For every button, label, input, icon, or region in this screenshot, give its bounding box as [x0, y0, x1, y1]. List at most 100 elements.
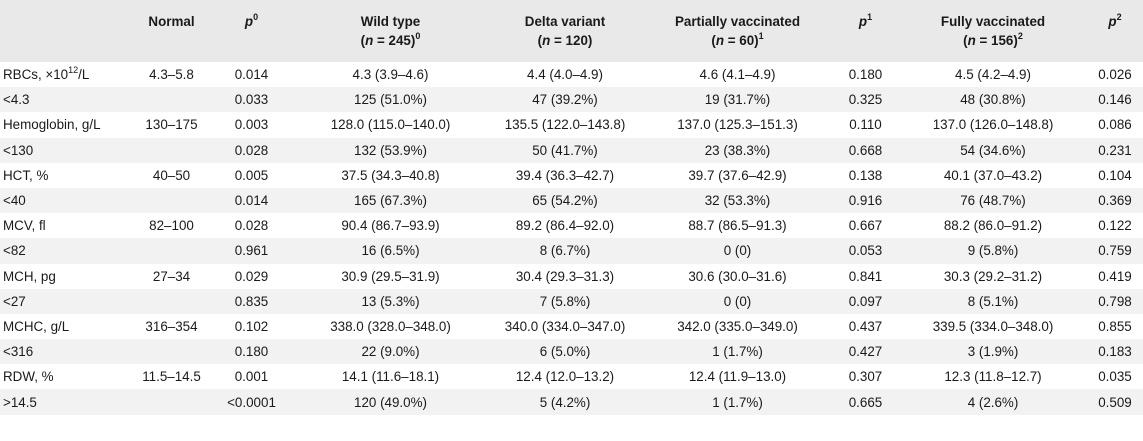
- cell-delta: 30.4 (29.3–31.3): [515, 268, 615, 284]
- cell-delta: 12.4 (12.0–13.2): [515, 369, 615, 385]
- cell-partial: 1 (1.7%): [712, 344, 763, 360]
- data-table: Normal p0 Wild type (n = 245)0 Delta var…: [0, 0, 1143, 415]
- cell-p2: 0.798: [1098, 293, 1132, 309]
- cell-normal: [134, 238, 209, 263]
- cell-p2: 0.369: [1098, 193, 1132, 209]
- header-p0: p0: [244, 11, 259, 29]
- table-row: <27 0.835 13 (5.3%) 7 (5.8%) 0 (0) 0.097…: [0, 288, 1143, 314]
- cell-delta: 340.0 (334.0–347.0): [504, 318, 626, 334]
- cell-fully: 4.5 (4.2–4.9): [955, 67, 1031, 83]
- cell-partial: 137.0 (125.3–151.3): [677, 117, 798, 133]
- cell-p1: 0.841: [848, 268, 883, 284]
- cell-p1: 0.665: [848, 394, 883, 410]
- cell-partial: 0 (0): [723, 243, 752, 259]
- cell-p2: 0.759: [1098, 243, 1132, 259]
- table-row: Hemoglobin, g/L 130–175 0.003 128.0 (115…: [0, 112, 1143, 137]
- cell-p0: 0.014: [234, 193, 269, 209]
- cell-fully: 40.1 (37.0–43.2): [943, 167, 1043, 183]
- row-label: <40: [3, 193, 26, 209]
- cell-p1: 0.437: [848, 318, 883, 334]
- cell-normal: [134, 389, 209, 414]
- row-label: MCH, pg: [3, 268, 56, 284]
- cell-p0: 0.005: [234, 167, 269, 183]
- cell-wild-type: 90.4 (86.7–93.9): [341, 218, 440, 234]
- cell-normal: 130–175: [145, 117, 198, 133]
- cell-p2: 0.122: [1098, 218, 1132, 234]
- cell-partial: 39.7 (37.6–42.9): [688, 167, 787, 183]
- table-row: <4.3 0.033 125 (51.0%) 47 (39.2%) 19 (31…: [0, 87, 1143, 113]
- cell-p1: 0.427: [848, 344, 883, 360]
- cell-wild-type: 13 (5.3%): [361, 293, 420, 309]
- cell-p1: 0.667: [848, 218, 883, 234]
- table-row: MCH, pg 27–34 0.029 30.9 (29.5–31.9) 30.…: [0, 264, 1143, 289]
- cell-fully: 339.5 (334.0–348.0): [932, 318, 1054, 334]
- row-label: RBCs, ×1012/L: [3, 64, 90, 83]
- cell-wild-type: 4.3 (3.9–4.6): [352, 67, 429, 83]
- cell-normal: [134, 188, 209, 213]
- cell-fully: 12.3 (11.8–12.7): [944, 369, 1042, 385]
- cell-normal: 27–34: [152, 268, 191, 284]
- cell-fully: 137.0 (126.0–148.8): [932, 117, 1054, 133]
- cell-delta: 135.5 (122.0–143.8): [504, 117, 626, 133]
- cell-wild-type: 165 (67.3%): [354, 193, 427, 209]
- table-row: RBCs, ×1012/L 4.3–5.8 0.014 4.3 (3.9–4.6…: [0, 62, 1143, 87]
- cell-delta: 8 (6.7%): [539, 243, 591, 259]
- row-label: <4.3: [3, 92, 30, 108]
- cell-p0: 0.014: [234, 67, 269, 83]
- cell-delta: 5 (4.2%): [539, 394, 591, 410]
- cell-p0: 0.001: [234, 369, 269, 385]
- cell-p0: 0.961: [234, 243, 269, 259]
- cell-normal: 40–50: [152, 167, 191, 183]
- table-row: HCT, % 40–50 0.005 37.5 (34.3–40.8) 39.4…: [0, 163, 1143, 188]
- table-row: <130 0.028 132 (53.9%) 50 (41.7%) 23 (38…: [0, 137, 1143, 163]
- cell-p1: 0.097: [848, 293, 883, 309]
- cell-delta: 7 (5.8%): [539, 293, 591, 309]
- cell-partial: 19 (31.7%): [704, 92, 771, 108]
- row-label: Hemoglobin, g/L: [3, 117, 101, 133]
- cell-partial: 32 (53.3%): [704, 193, 771, 209]
- cell-p2: 0.509: [1098, 394, 1132, 410]
- row-label: >14.5: [3, 394, 37, 410]
- cell-fully: 9 (5.8%): [967, 243, 1019, 259]
- header-partially-vaccinated: Partially vaccinated (n = 60)1: [674, 14, 801, 48]
- cell-normal: [134, 138, 209, 163]
- cell-p1: 0.325: [848, 92, 883, 108]
- header-wild-type: Wild type (n = 245)0: [360, 14, 421, 48]
- cell-partial: 30.6 (30.0–31.6): [688, 268, 787, 284]
- table-row: >14.5 <0.0001 120 (49.0%) 5 (4.2%) 1 (1.…: [0, 389, 1143, 415]
- cell-normal: 82–100: [149, 218, 194, 234]
- cell-p1: 0.138: [848, 167, 883, 183]
- cell-p1: 0.307: [848, 369, 883, 385]
- cell-p2: 0.855: [1098, 318, 1132, 334]
- header-row: Normal p0 Wild type (n = 245)0 Delta var…: [0, 0, 1143, 62]
- cell-normal: [134, 87, 209, 112]
- row-label: <130: [3, 142, 34, 158]
- cell-delta: 4.4 (4.0–4.9): [527, 67, 603, 83]
- cell-p2: 0.086: [1098, 117, 1132, 133]
- header-label-cell: [0, 0, 134, 62]
- cell-p0: 0.003: [234, 117, 269, 133]
- cell-delta: 50 (41.7%): [532, 142, 598, 158]
- cell-normal: [134, 289, 209, 314]
- table-row: MCV, fl 82–100 0.028 90.4 (86.7–93.9) 89…: [0, 213, 1143, 238]
- row-label: <82: [3, 243, 26, 259]
- table-row: <316 0.180 22 (9.0%) 6 (5.0%) 1 (1.7%) 0…: [0, 339, 1143, 365]
- cell-wild-type: 16 (6.5%): [361, 243, 420, 259]
- cell-partial: 12.4 (11.9–13.0): [688, 369, 787, 385]
- cell-delta: 6 (5.0%): [539, 344, 591, 360]
- cell-p2: 0.104: [1098, 167, 1132, 183]
- cell-normal: [134, 339, 209, 364]
- cell-p1: 0.053: [848, 243, 883, 259]
- cell-partial: 342.0 (335.0–349.0): [677, 318, 798, 334]
- cell-wild-type: 132 (53.9%): [354, 142, 427, 158]
- cell-p0: <0.0001: [227, 394, 276, 410]
- cell-delta: 89.2 (86.4–92.0): [515, 218, 615, 234]
- cell-fully: 4 (2.6%): [967, 394, 1019, 410]
- cell-delta: 65 (54.2%): [532, 193, 598, 209]
- cell-fully: 48 (30.8%): [960, 92, 1026, 108]
- cell-partial: 4.6 (4.1–4.9): [699, 67, 776, 83]
- row-label: HCT, %: [3, 167, 49, 183]
- cell-p1: 0.180: [848, 67, 883, 83]
- cell-p0: 0.180: [234, 344, 269, 360]
- cell-wild-type: 120 (49.0%): [354, 394, 427, 410]
